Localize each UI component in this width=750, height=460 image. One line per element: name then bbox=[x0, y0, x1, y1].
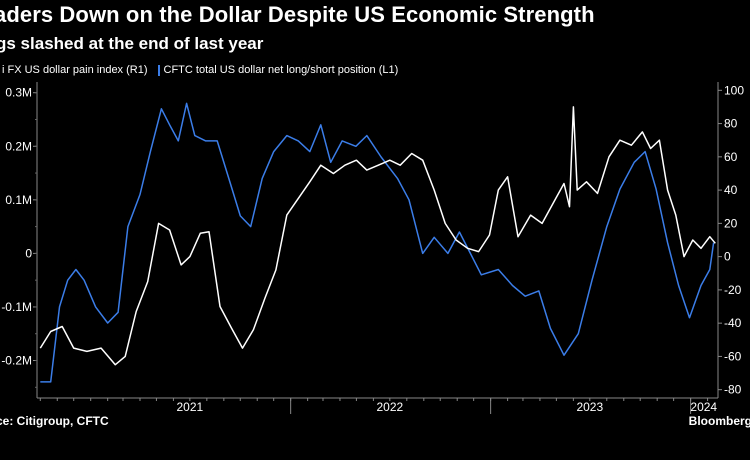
x-tick-label: 2024 bbox=[690, 400, 717, 414]
left-tick-label: 0.3M bbox=[5, 86, 32, 100]
right-tick-label: -80 bbox=[724, 383, 742, 397]
left-tick-label: 0.1M bbox=[5, 193, 32, 207]
series-line-cftc-position bbox=[40, 102, 715, 383]
right-tick-label: 20 bbox=[724, 216, 738, 230]
right-tick-label: 100 bbox=[724, 83, 744, 97]
x-tick-label: 2021 bbox=[177, 400, 204, 414]
left-tick-label: -0.2M bbox=[1, 354, 32, 368]
right-tick-label: -40 bbox=[724, 316, 742, 330]
left-tick-label: 0 bbox=[25, 246, 32, 260]
legend-item-pain-index: i FX US dollar pain index (R1) bbox=[0, 64, 148, 76]
legend-swatch-cftc bbox=[157, 64, 160, 76]
source-note: ce: Citigroup, CFTC bbox=[0, 414, 109, 428]
legend-label-cftc: CFTC total US dollar net long/short posi… bbox=[163, 64, 399, 76]
x-tick-label: 2023 bbox=[576, 400, 603, 414]
right-tick-label: 0 bbox=[724, 250, 731, 264]
right-tick-label: -60 bbox=[724, 349, 742, 363]
right-tick-label: 40 bbox=[724, 183, 738, 197]
right-tick-label: -20 bbox=[724, 283, 742, 297]
chart-legend: i FX US dollar pain index (R1) CFTC tota… bbox=[0, 64, 408, 76]
legend-label-pain-index: i FX US dollar pain index (R1) bbox=[2, 64, 148, 76]
left-tick-label: 0.2M bbox=[5, 139, 32, 153]
bloomberg-logo: Bloomberg bbox=[688, 414, 750, 428]
chart-title: aders Down on the Dollar Despite US Econ… bbox=[0, 2, 595, 27]
legend-item-cftc: CFTC total US dollar net long/short posi… bbox=[157, 64, 399, 76]
right-tick-label: 60 bbox=[724, 150, 738, 164]
x-tick-label: 2022 bbox=[376, 400, 403, 414]
series-line-pain-index bbox=[39, 106, 716, 366]
chart-subtitle: gs slashed at the end of last year bbox=[0, 34, 264, 53]
left-tick-label: -0.1M bbox=[1, 300, 32, 314]
right-tick-label: 80 bbox=[724, 117, 738, 131]
